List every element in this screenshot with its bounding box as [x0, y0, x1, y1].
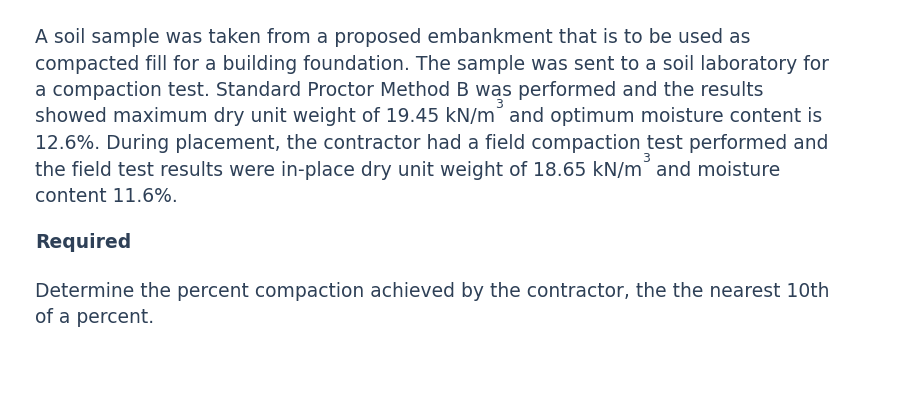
Text: of a percent.: of a percent.: [35, 308, 154, 327]
Text: a compaction test. Standard Proctor Method B was performed and the results: a compaction test. Standard Proctor Meth…: [35, 81, 763, 100]
Text: and optimum moisture content is: and optimum moisture content is: [503, 107, 822, 126]
Text: 12.6%. During placement, the contractor had a field compaction test performed an: 12.6%. During placement, the contractor …: [35, 134, 829, 153]
Text: and moisture: and moisture: [650, 160, 781, 180]
Text: 3: 3: [495, 98, 503, 111]
Text: showed maximum dry unit weight of 19.45 kN/m: showed maximum dry unit weight of 19.45 …: [35, 107, 495, 126]
Text: the field test results were in-place dry unit weight of 18.65 kN/m: the field test results were in-place dry…: [35, 160, 642, 180]
Text: Determine the percent compaction achieved by the contractor, the the nearest 10t: Determine the percent compaction achieve…: [35, 282, 830, 301]
Text: Required: Required: [35, 233, 131, 252]
Text: compacted fill for a building foundation. The sample was sent to a soil laborato: compacted fill for a building foundation…: [35, 55, 829, 73]
Text: 3: 3: [642, 151, 650, 164]
Text: content 11.6%.: content 11.6%.: [35, 187, 177, 206]
Text: A soil sample was taken from a proposed embankment that is to be used as: A soil sample was taken from a proposed …: [35, 28, 750, 47]
